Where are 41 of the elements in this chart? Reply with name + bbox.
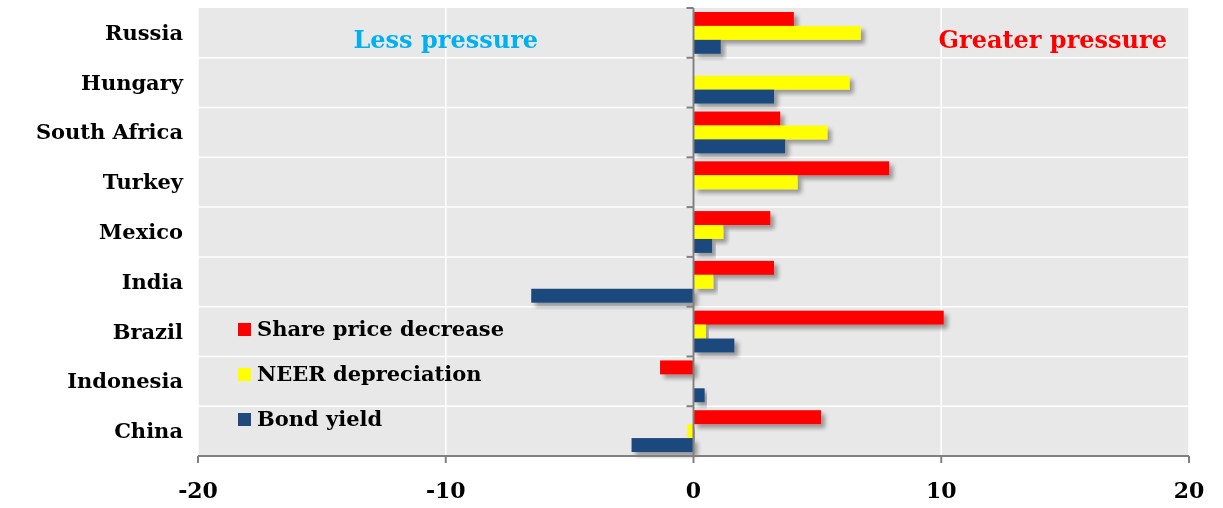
bar xyxy=(693,260,775,275)
legend-label: NEER depreciation xyxy=(257,361,482,386)
x-tick-label: 0 xyxy=(685,477,702,503)
bar xyxy=(693,25,861,40)
bar xyxy=(693,125,828,140)
x-tick-label: 10 xyxy=(925,477,957,503)
bar xyxy=(693,11,794,26)
annotation: Less pressure xyxy=(353,25,539,54)
y-tick-label: Indonesia xyxy=(67,368,184,394)
bar xyxy=(693,274,714,289)
bar xyxy=(693,388,705,403)
annotation: Greater pressure xyxy=(938,25,1167,54)
bar xyxy=(693,89,775,104)
bar xyxy=(693,111,781,126)
y-tick-label: India xyxy=(121,268,184,294)
bar xyxy=(693,410,822,425)
bar xyxy=(531,288,694,303)
bar xyxy=(693,39,721,54)
y-tick-label: Brazil xyxy=(112,318,184,344)
bar xyxy=(693,238,713,253)
bar xyxy=(660,360,694,375)
y-tick-label: Russia xyxy=(105,19,184,45)
bar xyxy=(687,424,694,439)
bar xyxy=(631,438,694,453)
bar xyxy=(693,175,798,190)
bar xyxy=(693,161,890,176)
bar xyxy=(693,225,724,239)
y-tick-label: Mexico xyxy=(99,219,183,244)
legend-label: Share price decrease xyxy=(257,316,505,341)
y-tick-label: South Africa xyxy=(35,119,184,145)
y-tick-label: Hungary xyxy=(81,69,184,95)
x-tick-label: 20 xyxy=(1173,477,1205,503)
y-tick-label: Turkey xyxy=(102,169,184,195)
y-tick-label: China xyxy=(114,418,184,444)
bar xyxy=(693,310,944,325)
x-tick-label: -10 xyxy=(425,477,466,503)
bar xyxy=(693,211,771,226)
bar xyxy=(693,139,786,154)
legend-label: Bond yield xyxy=(257,406,383,431)
x-tick-label: -20 xyxy=(178,477,218,503)
bar xyxy=(693,75,850,90)
